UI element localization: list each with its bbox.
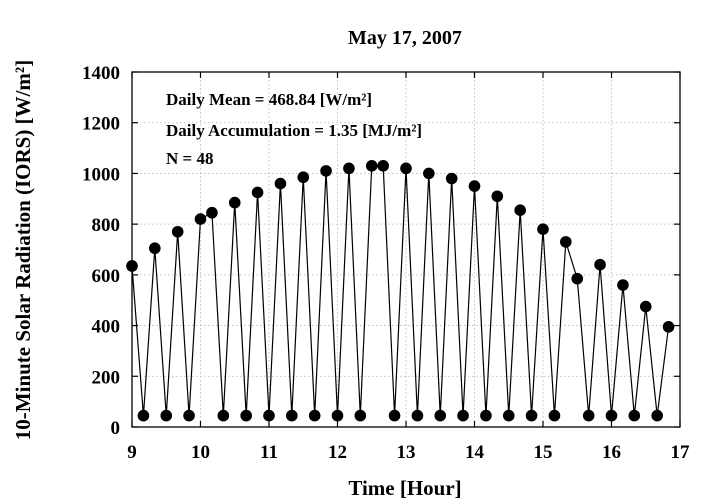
y-tick-label: 800 [92,215,121,236]
x-tick-label: 16 [602,442,621,463]
data-point [149,242,161,255]
data-point [183,409,195,422]
annotation-n: N = 48 [166,149,213,168]
data-point [388,409,401,422]
data-point [171,225,184,238]
data-point [628,409,641,422]
data-series [126,160,675,422]
data-point [514,204,526,216]
data-point [400,162,412,175]
data-point [594,258,606,271]
grid-lines [132,72,680,427]
data-point [297,171,310,184]
data-point [194,213,207,225]
data-point [308,409,321,422]
data-point [468,180,481,192]
y-axis-label: 10-Minute Solar Radiation (IORS) [W/m²] [11,60,35,440]
x-axis-label: Time [Hour] [348,476,461,500]
data-point [377,160,389,172]
x-tick-label: 10 [191,442,210,463]
data-point [263,409,275,422]
x-tick-label: 11 [260,442,278,463]
annotation-daily-accumulation: Daily Accumulation = 1.35 [MJ/m²] [166,121,422,140]
data-point [206,206,218,219]
data-point [411,409,424,422]
data-point [651,409,663,422]
y-tick-label: 1200 [82,114,120,135]
data-point [537,223,549,236]
axis-ticks: 9 10 11 12 13 14 15 16 17 0 200 400 600 800 1000 1200 14… [82,63,690,463]
data-point [662,321,675,333]
data-point [605,409,618,422]
data-point [445,172,458,185]
data-point [274,177,287,190]
y-tick-label: 600 [92,266,121,287]
x-tick-label: 13 [397,442,416,463]
data-point [354,409,367,422]
chart-title: May 17, 2007 [348,27,462,49]
data-point [320,165,332,177]
y-tick-label: 1000 [82,164,120,185]
data-point [525,409,538,422]
data-point [137,409,150,422]
data-point [286,409,298,422]
data-point [639,300,652,313]
data-point [423,167,435,180]
data-point [502,409,515,422]
series-line [131,165,670,416]
data-point [480,409,492,422]
x-tick-label: 12 [328,442,347,463]
data-point [457,409,469,422]
data-point [217,409,230,422]
data-point [582,409,595,422]
data-point [491,190,504,203]
x-tick-label: 14 [465,442,485,463]
y-tick-label: 1400 [82,63,120,84]
data-point [365,160,378,172]
x-tick-label: 9 [127,442,137,463]
annotation-daily-mean: Daily Mean = 468.84 [W/m²] [166,90,372,109]
data-point [571,272,584,285]
data-point [434,409,447,422]
x-tick-label: 17 [671,442,691,463]
data-point [228,196,241,209]
data-point [343,162,355,175]
data-point [617,279,629,291]
data-point [548,409,561,422]
x-tick-label: 15 [534,442,553,463]
y-tick-label: 400 [92,317,121,338]
y-tick-label: 200 [92,367,121,388]
data-point [560,236,572,248]
data-point [251,186,264,199]
data-point [160,409,173,422]
y-tick-label: 0 [111,418,121,439]
data-point [331,409,344,422]
data-point [126,260,138,272]
data-point [240,409,252,422]
